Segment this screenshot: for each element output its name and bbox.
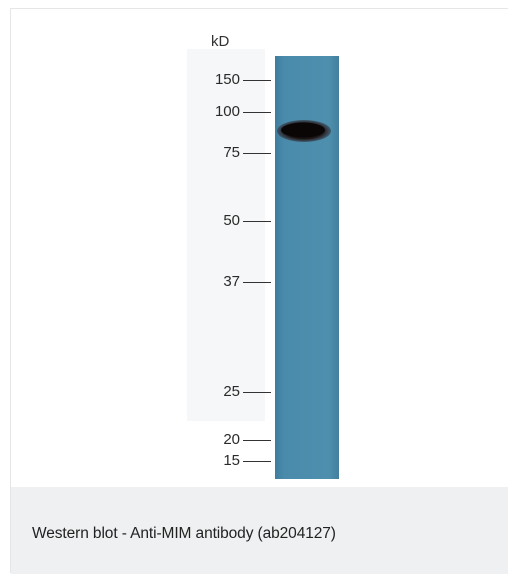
marker-label-50: 50 xyxy=(223,212,240,229)
marker-label-37: 37 xyxy=(223,273,240,290)
western-blot-figure: kD 150 100 75 50 37 25 20 15 xyxy=(11,9,508,487)
marker-tick-15 xyxy=(243,461,271,463)
marker-tick-20 xyxy=(243,440,271,442)
membrane-background xyxy=(187,49,265,421)
marker-tick-25 xyxy=(243,392,271,394)
blot-image xyxy=(187,49,339,479)
marker-tick-100 xyxy=(243,112,271,114)
marker-label-15: 15 xyxy=(223,452,240,469)
marker-label-25: 25 xyxy=(223,383,240,400)
blot-lane xyxy=(275,56,339,479)
image-card: kD 150 100 75 50 37 25 20 15 Western blo… xyxy=(10,8,508,574)
protein-band-core xyxy=(281,122,325,138)
unit-label: kD xyxy=(211,33,230,50)
marker-label-75: 75 xyxy=(223,144,240,161)
marker-label-150: 150 xyxy=(214,71,240,88)
marker-tick-75 xyxy=(243,153,271,155)
marker-tick-37 xyxy=(243,282,271,284)
marker-tick-150 xyxy=(243,80,271,82)
caption-bar: Western blot - Anti-MIM antibody (ab2041… xyxy=(11,487,508,574)
image-caption: Western blot - Anti-MIM antibody (ab2041… xyxy=(32,525,336,542)
marker-label-20: 20 xyxy=(223,431,240,448)
marker-label-100: 100 xyxy=(214,103,240,120)
marker-tick-50 xyxy=(243,221,271,223)
